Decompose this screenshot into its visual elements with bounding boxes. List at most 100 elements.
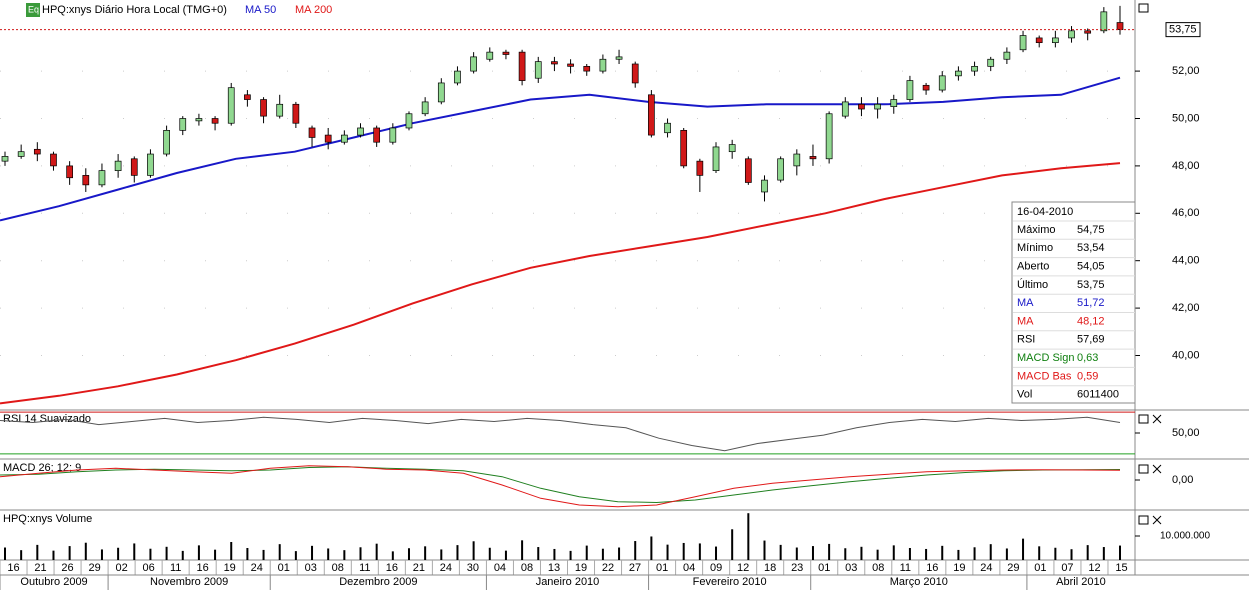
panel-button[interactable] xyxy=(1138,464,1149,474)
volume-bar xyxy=(181,550,184,560)
date-label: 09 xyxy=(710,562,722,574)
moving-average xyxy=(0,162,1121,405)
icon-text: Eq xyxy=(28,4,39,14)
volume-bar xyxy=(844,548,847,560)
volume-bar xyxy=(230,542,233,560)
month-label: Fevereiro 2010 xyxy=(693,576,767,588)
candle-body xyxy=(680,129,688,167)
volume-bar xyxy=(1022,538,1025,560)
candle-body xyxy=(437,82,445,103)
date-label: 16 xyxy=(926,562,938,574)
volume-bar xyxy=(4,547,6,560)
date-label: 11 xyxy=(359,562,370,574)
candle-body xyxy=(664,122,671,134)
info-value: 6011400 xyxy=(1077,389,1119,401)
candle-body xyxy=(373,127,381,143)
candle-body xyxy=(340,134,348,143)
close-button[interactable] xyxy=(1152,414,1162,424)
candle-body xyxy=(486,51,494,60)
icon xyxy=(26,3,40,17)
volume-bar xyxy=(795,547,798,560)
date-label: 11 xyxy=(900,562,911,574)
candle-body xyxy=(1068,30,1075,39)
candle-body xyxy=(17,151,25,157)
date-label: 12 xyxy=(1088,562,1100,574)
month-label: Abril 2010 xyxy=(1056,576,1106,588)
candle-body xyxy=(761,179,768,193)
date-label: 26 xyxy=(61,562,73,574)
date-label: 03 xyxy=(845,562,857,574)
date-label: 29 xyxy=(1007,562,1019,574)
panel-button[interactable] xyxy=(1138,414,1149,424)
candle-body xyxy=(389,127,397,143)
info-label: MACD Bas xyxy=(1017,370,1072,382)
y-tick-label: 46,00 xyxy=(1172,207,1200,219)
info-date: 16-04-2010 xyxy=(1017,206,1073,218)
candle-body xyxy=(421,101,429,115)
maximize-button[interactable] xyxy=(1138,3,1149,13)
date-label: 19 xyxy=(224,562,236,574)
date-label: 06 xyxy=(143,562,155,574)
info-label: Último xyxy=(1017,278,1048,291)
volume-bar xyxy=(1054,547,1057,560)
volume-bar xyxy=(521,540,524,560)
volume-bar xyxy=(375,543,378,560)
volume-bar xyxy=(553,548,556,560)
candle-body xyxy=(955,70,962,77)
volume-bar xyxy=(456,545,459,560)
volume-bar xyxy=(634,541,637,560)
candle-body xyxy=(98,170,106,186)
panel-button[interactable] xyxy=(1138,515,1149,525)
date-label: 08 xyxy=(521,562,533,574)
date-label: 08 xyxy=(332,562,344,574)
candle-body xyxy=(1019,35,1027,51)
volume-bar xyxy=(504,550,507,560)
month-label: Novembro 2009 xyxy=(150,576,228,588)
candle-body xyxy=(1100,11,1108,32)
candle-body xyxy=(696,160,704,176)
volume-bar xyxy=(133,543,136,560)
volume-bar xyxy=(1038,546,1041,560)
volume-bar xyxy=(585,545,588,560)
candle-body xyxy=(1035,37,1043,44)
date-label: 08 xyxy=(872,562,884,574)
candle-body xyxy=(292,103,300,124)
date-label: 19 xyxy=(575,562,587,574)
candle-body xyxy=(728,144,736,153)
info-box-bg xyxy=(1011,201,1136,404)
candle-body xyxy=(114,160,122,171)
close-button[interactable] xyxy=(1152,515,1162,525)
volume-bar xyxy=(440,549,443,560)
volume-bar xyxy=(682,542,685,560)
volume-bar xyxy=(327,548,330,560)
volume-bar xyxy=(618,547,621,560)
candle-body xyxy=(841,101,849,117)
volume-bar xyxy=(1005,548,1008,560)
date-label: 24 xyxy=(251,562,263,574)
info-label: MA xyxy=(1017,297,1034,309)
ma50-label[interactable]: MA 50 xyxy=(245,4,276,16)
close-button[interactable] xyxy=(1152,464,1162,474)
date-label: 19 xyxy=(953,562,965,574)
volume-bar xyxy=(941,545,944,560)
info-label: Máximo xyxy=(1017,224,1056,236)
info-label: Aberto xyxy=(1017,261,1049,273)
volume-bar xyxy=(117,547,120,560)
candle-body xyxy=(631,63,639,84)
date-label: 21 xyxy=(34,562,46,574)
volume-bar xyxy=(876,549,879,560)
last-price-tag xyxy=(1165,22,1201,38)
month-label: Dezembro 2009 xyxy=(339,576,417,588)
volume-bar xyxy=(811,546,814,560)
volume-bar xyxy=(36,544,39,560)
volume-bar xyxy=(957,549,960,560)
candle-body xyxy=(858,103,865,110)
volume-bar xyxy=(214,549,217,560)
volume-bar xyxy=(472,541,475,560)
volume-bar xyxy=(1086,545,1089,560)
volume-bar xyxy=(828,543,831,560)
date-label: 18 xyxy=(764,562,776,574)
candle-body xyxy=(648,94,655,136)
ma200-label: MA 200 xyxy=(295,4,332,16)
